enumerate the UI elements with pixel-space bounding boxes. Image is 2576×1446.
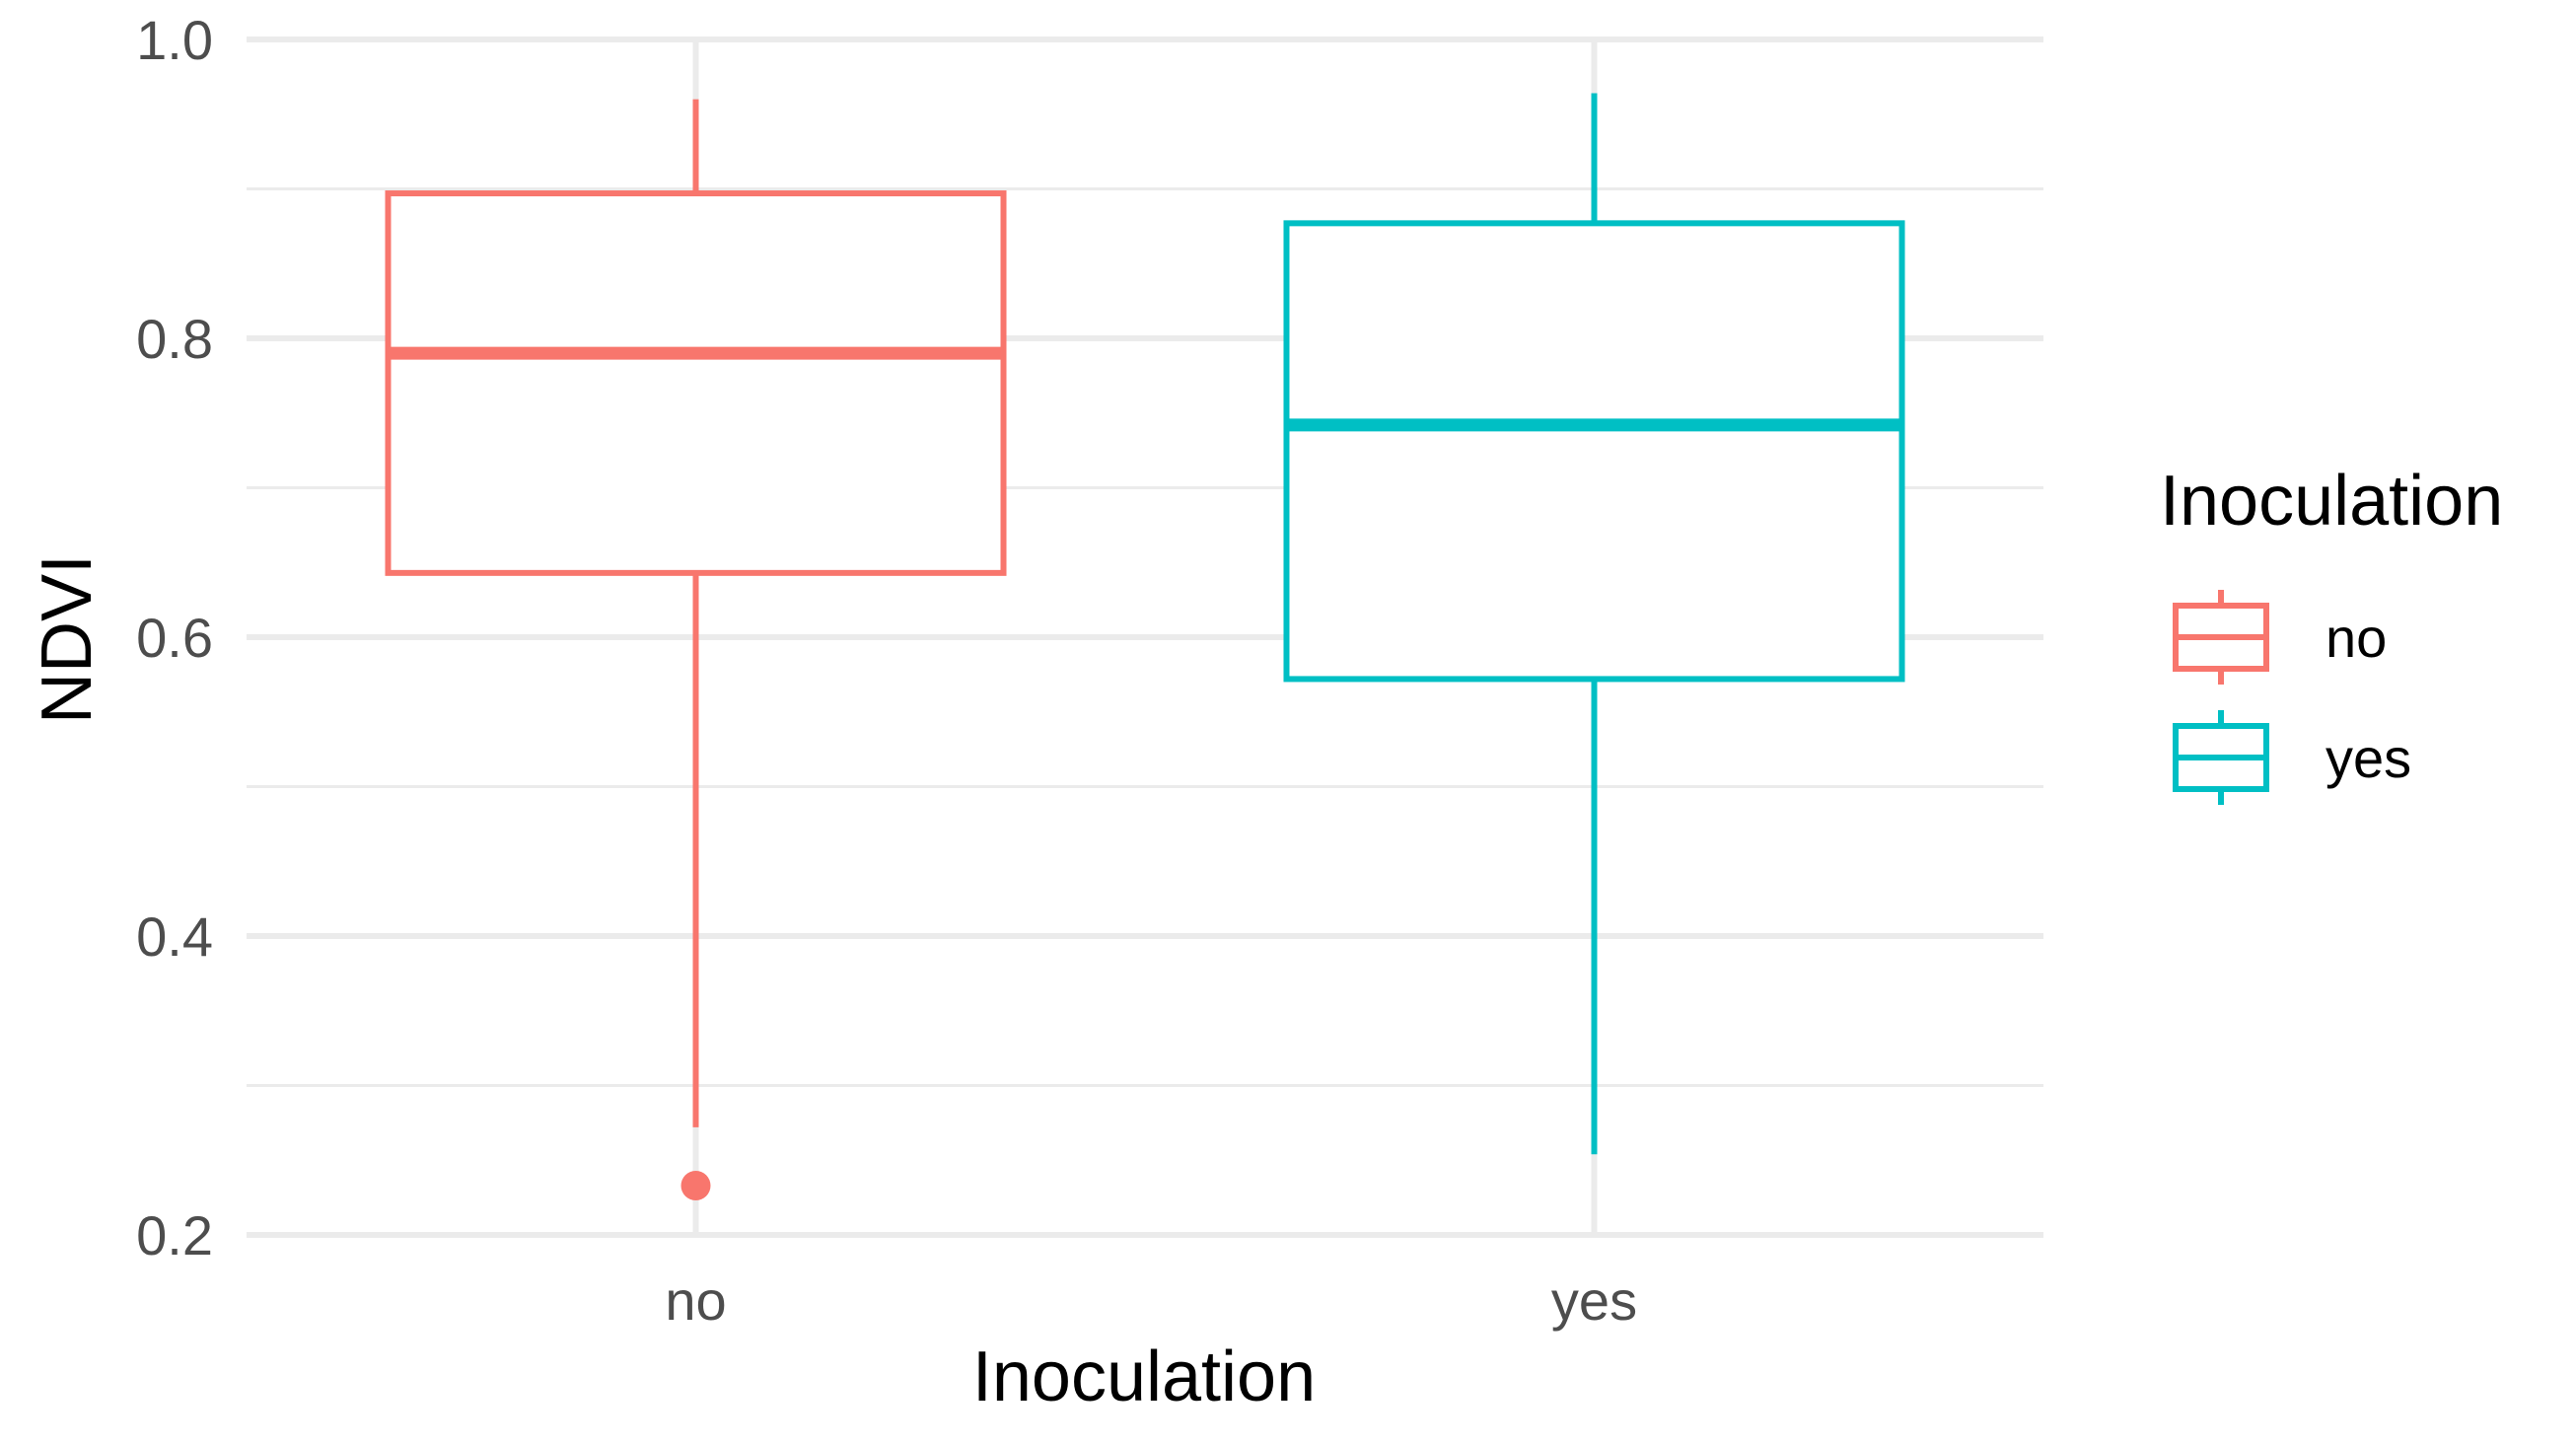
x-tick-label: no bbox=[665, 1269, 726, 1332]
x-axis-title: Inoculation bbox=[972, 1338, 1316, 1416]
legend-label: yes bbox=[2326, 727, 2411, 789]
legend-item-yes: yes bbox=[2173, 710, 2411, 805]
y-axis-ticks: 0.2 0.4 0.6 0.8 1.0 bbox=[136, 9, 213, 1266]
legend-title: Inoculation bbox=[2160, 462, 2503, 541]
box bbox=[385, 190, 1007, 576]
y-axis-title: NDVI bbox=[28, 554, 107, 724]
boxplot-no bbox=[385, 99, 1007, 1201]
legend-label: no bbox=[2326, 607, 2387, 669]
box bbox=[1283, 220, 1905, 683]
boxplot-yes bbox=[1283, 93, 1905, 1155]
boxplots bbox=[385, 93, 1905, 1201]
y-tick-label: 0.4 bbox=[136, 905, 213, 968]
y-tick-label: 1.0 bbox=[136, 9, 213, 71]
legend: Inoculation no yes bbox=[2160, 462, 2503, 805]
x-axis-ticks: no yes bbox=[665, 1269, 1637, 1332]
legend-item-no: no bbox=[2173, 590, 2387, 685]
outlier-point bbox=[680, 1171, 711, 1201]
y-tick-label: 0.2 bbox=[136, 1204, 213, 1266]
y-tick-label: 0.6 bbox=[136, 607, 213, 669]
x-tick-label: yes bbox=[1551, 1269, 1637, 1332]
y-tick-label: 0.8 bbox=[136, 308, 213, 370]
